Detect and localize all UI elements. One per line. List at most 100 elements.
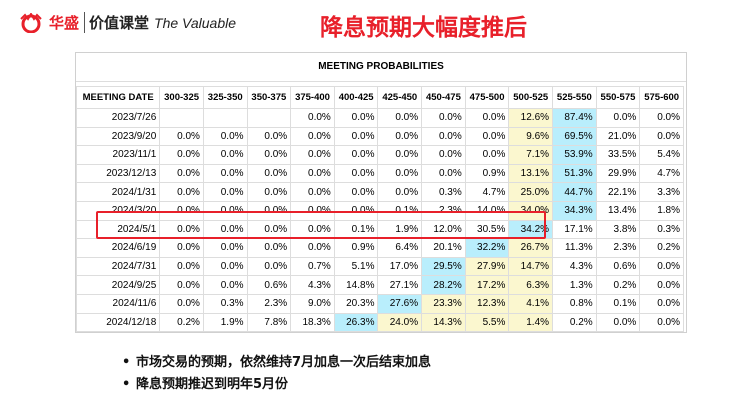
column-header: 450-475 — [421, 86, 466, 109]
probability-cell: 51.3% — [552, 163, 597, 184]
column-header: 350-375 — [246, 86, 292, 109]
probability-cell: 0.8% — [552, 293, 597, 314]
probability-cell: 2.3% — [595, 238, 641, 258]
bullet-text: 降息预期推迟到明年5月份 — [136, 377, 289, 392]
probability-cell: 0.7% — [290, 256, 335, 277]
probability-cell: 53.9% — [552, 145, 597, 165]
probability-cell: 1.9% — [202, 312, 248, 333]
probability-cell: 4.3% — [552, 256, 597, 277]
probability-cell: 0.0% — [159, 256, 204, 277]
probability-cell: 0.0% — [290, 126, 335, 147]
probability-cell: 0.0% — [464, 108, 510, 128]
probability-cell: 12.3% — [464, 293, 510, 314]
probability-cell: 0.0% — [202, 238, 248, 258]
meeting-date: 2023/9/20 — [75, 126, 161, 147]
probability-cell: 9.0% — [290, 293, 335, 314]
probability-cell: 0.0% — [639, 312, 684, 333]
course-name: 价值课堂 — [84, 12, 149, 33]
table-row: 2023/7/26 0.0% 0.0% 0.0% 0.0% 0.0% 12.6% 87.4% 0… — [75, 108, 684, 128]
probability-cell: 20.1% — [421, 238, 466, 258]
column-header: 500-525 — [508, 86, 554, 109]
column-header: 525-550 — [552, 86, 597, 109]
probability-cell — [202, 108, 248, 128]
probability-cell: 4.3% — [290, 275, 335, 295]
probability-cell: 26.7% — [508, 238, 554, 258]
probability-cell: 13.1% — [508, 163, 554, 184]
probability-cell: 0.0% — [202, 163, 248, 184]
probability-cell: 27.6% — [377, 293, 423, 314]
probability-cell: 0.0% — [202, 256, 248, 277]
column-header: 425-450 — [377, 86, 423, 109]
probability-cell: 17.2% — [464, 275, 510, 295]
probability-cell: 0.0% — [639, 126, 684, 147]
probability-cell: 33.5% — [595, 145, 641, 165]
probability-cell: 0.0% — [421, 163, 466, 184]
probability-cell: 2.3% — [246, 293, 292, 314]
probability-cell: 4.1% — [508, 293, 554, 314]
probability-cell: 5.1% — [333, 256, 379, 277]
probability-cell: 14.8% — [333, 275, 379, 295]
meeting-date: 2023/7/26 — [75, 108, 161, 128]
probability-cell: 0.0% — [377, 108, 423, 128]
probability-cell: 28.2% — [421, 275, 466, 295]
probability-cell: 17.1% — [552, 219, 597, 240]
probability-cell: 0.0% — [159, 238, 204, 258]
table-row: 2023/9/20 0.0% 0.0% 0.0% 0.0% 0.0% 0.0% 0.0% 0.0… — [75, 126, 684, 147]
probability-cell: 0.0% — [333, 126, 379, 147]
probability-cell: 11.3% — [552, 238, 597, 258]
probability-cell: 26.3% — [333, 312, 379, 333]
probability-cell: 7.1% — [508, 145, 554, 165]
probability-cell: 0.3% — [639, 219, 684, 240]
probability-cell: 29.9% — [595, 163, 641, 184]
probability-cell: 0.0% — [159, 145, 204, 165]
bullet-text: 市场交易的预期，依然维持7月加息一次后结束加息 — [136, 355, 432, 370]
meeting-date: 2024/1/31 — [75, 182, 161, 202]
column-header: 325-350 — [202, 86, 248, 109]
probability-cell: 14.7% — [508, 256, 554, 277]
tagline: The Valuable — [154, 14, 237, 31]
probability-cell: 0.0% — [159, 275, 204, 295]
probability-cell: 0.0% — [246, 126, 292, 147]
probability-cell: 3.3% — [639, 182, 684, 202]
probability-cell: 0.2% — [159, 312, 204, 333]
probability-cell: 32.2% — [464, 238, 510, 258]
probability-cell: 0.0% — [639, 108, 684, 128]
probability-cell: 69.5% — [552, 126, 597, 147]
table-row: 2023/11/1 0.0% 0.0% 0.0% 0.0% 0.0% 0.0% 0.0% 0.0… — [75, 145, 684, 165]
probability-cell: 0.2% — [595, 275, 641, 295]
probability-cell: 0.0% — [290, 238, 335, 258]
probability-cell: 34.0% — [508, 200, 554, 221]
probability-cell: 0.0% — [377, 145, 423, 165]
table-row: 2024/11/6 0.0% 0.3% 2.3% 9.0% 20.3% 27.6% 23.3%… — [75, 293, 684, 314]
probability-cell: 0.6% — [246, 275, 292, 295]
probability-cell: 1.4% — [508, 312, 554, 333]
probability-cell: 25.0% — [508, 182, 554, 202]
probability-cell: 23.3% — [421, 293, 466, 314]
probability-cell: 0.0% — [333, 182, 379, 202]
highlight-box — [96, 211, 546, 239]
probability-cell: 0.0% — [159, 126, 204, 147]
table-row: 2024/6/19 0.0% 0.0% 0.0% 0.0% 0.9% 6.4% 20.1% 32… — [75, 238, 684, 258]
probability-cell: 0.2% — [552, 312, 597, 333]
probability-cell: 14.3% — [421, 312, 466, 333]
probability-cell: 9.6% — [508, 126, 554, 147]
table-row: 2024/7/31 0.0% 0.0% 0.0% 0.7% 5.1% 17.0% 29.5% 2… — [75, 256, 684, 277]
brand-name: 华盛 — [49, 15, 80, 32]
probability-cell: 0.0% — [290, 108, 335, 128]
probability-cell: 0.0% — [159, 182, 204, 202]
meeting-date: 2024/6/19 — [75, 238, 161, 258]
probability-cell: 24.0% — [377, 312, 423, 333]
probability-cell: 0.0% — [595, 312, 641, 333]
probability-cell: 0.0% — [290, 182, 335, 202]
probability-cell: 0.9% — [333, 238, 379, 258]
column-header: 400-425 — [333, 86, 379, 109]
probability-cell: 1.8% — [639, 200, 684, 221]
column-header: MEETING DATE — [75, 86, 161, 109]
table-row: 2023/12/13 0.0% 0.0% 0.0% 0.0% 0.0% 0.0% 0.0% 0.… — [75, 163, 684, 184]
column-header: 375-400 — [290, 86, 335, 109]
probability-cell: 0.6% — [595, 256, 641, 277]
bullet-item: • 市场交易的预期，依然维持7月加息一次后结束加息 — [122, 355, 432, 370]
probability-cell: 0.0% — [464, 145, 510, 165]
column-header: 300-325 — [159, 86, 204, 109]
probability-cell: 4.7% — [464, 182, 510, 202]
